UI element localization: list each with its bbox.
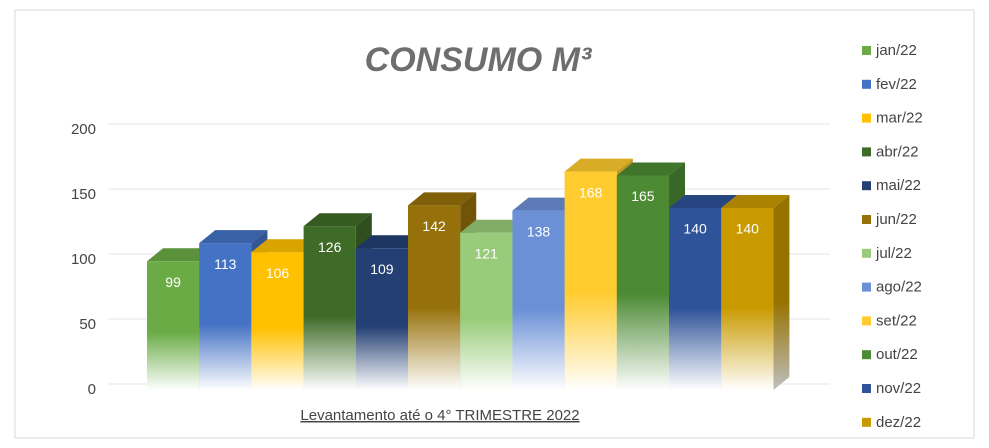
data-label: 113 [214, 256, 237, 272]
legend-swatch [862, 417, 871, 427]
bar [564, 171, 617, 390]
bar-top-shade [564, 158, 633, 172]
bar-side [773, 195, 790, 390]
bar-top [303, 213, 372, 227]
y-tick-label: 200 [71, 121, 96, 138]
legend-label: jun/22 [875, 211, 917, 228]
legend-swatch [862, 316, 871, 326]
legend-label: mar/22 [876, 110, 923, 127]
data-label: 121 [475, 245, 499, 261]
bar-top-shade [251, 239, 320, 253]
legend-label: abr/22 [876, 143, 919, 160]
bar [721, 208, 774, 390]
x-axis-label: Levantamento até o 4° TRIMESTRE 2022 [300, 407, 579, 424]
bar [616, 175, 669, 390]
bar-top-shade [616, 162, 685, 176]
bar-top [460, 219, 529, 233]
legend-label: ago/22 [876, 279, 922, 296]
bar [303, 226, 356, 390]
bar-top-shade [721, 195, 790, 208]
legend-label: dez/22 [876, 414, 921, 431]
bar-top [408, 192, 477, 206]
y-tick-label: 100 [71, 251, 96, 268]
bar-top-shade [460, 219, 529, 233]
data-label: 126 [318, 239, 342, 255]
legend-swatch [862, 215, 871, 224]
legend-swatch [862, 147, 871, 157]
data-label: 109 [370, 261, 394, 277]
bar [669, 208, 722, 390]
bar-top [616, 162, 685, 176]
bar [147, 261, 200, 390]
bar-top-shade [303, 213, 372, 227]
legend-swatch [862, 46, 871, 55]
bar [408, 205, 461, 390]
data-label: 165 [631, 188, 655, 204]
data-label: 99 [165, 274, 181, 290]
legend-swatch [862, 181, 871, 191]
data-label: 106 [266, 265, 290, 281]
bar-top-shade [408, 192, 477, 206]
legend-swatch [862, 113, 871, 123]
data-label: 138 [527, 223, 551, 239]
legend-label: jan/22 [875, 42, 917, 59]
legend-swatch [862, 248, 871, 258]
bar-top [355, 235, 424, 249]
bar-top [669, 195, 738, 208]
legend-label: out/22 [876, 346, 918, 363]
legend-label: nov/22 [876, 380, 921, 397]
bar-top-shade [512, 197, 581, 211]
bar-side-shade [773, 195, 790, 390]
legend-swatch [862, 79, 871, 89]
bar-top-shade [147, 248, 216, 262]
legend-swatch [862, 282, 871, 292]
data-label: 142 [422, 218, 446, 234]
bar [251, 252, 304, 390]
bar [199, 243, 252, 390]
bar-top-shade [355, 235, 424, 249]
bar-top [251, 239, 320, 253]
data-label: 140 [736, 221, 760, 237]
legend-label: jul/22 [875, 245, 912, 262]
bar-top [512, 197, 581, 211]
legend-swatch [862, 384, 871, 393]
y-tick-label: 0 [88, 381, 96, 398]
bar-top [147, 248, 216, 262]
bar-top-shade [199, 230, 268, 244]
legend-label: mai/22 [876, 177, 921, 194]
y-tick-label: 50 [79, 316, 96, 333]
legend-label: fev/22 [876, 76, 917, 93]
bar-top [564, 158, 633, 172]
bar-top [199, 230, 268, 244]
bar-top-shade [669, 195, 738, 208]
y-tick-label: 150 [71, 186, 96, 203]
legend-swatch [862, 350, 871, 360]
bar-top [721, 195, 790, 208]
bar [512, 210, 565, 390]
data-label: 140 [683, 221, 707, 237]
bar [460, 232, 513, 390]
legend-label: set/22 [876, 312, 917, 329]
chart-title: CONSUMO M³ [365, 41, 593, 79]
bar [355, 248, 408, 390]
data-label: 168 [579, 184, 603, 200]
